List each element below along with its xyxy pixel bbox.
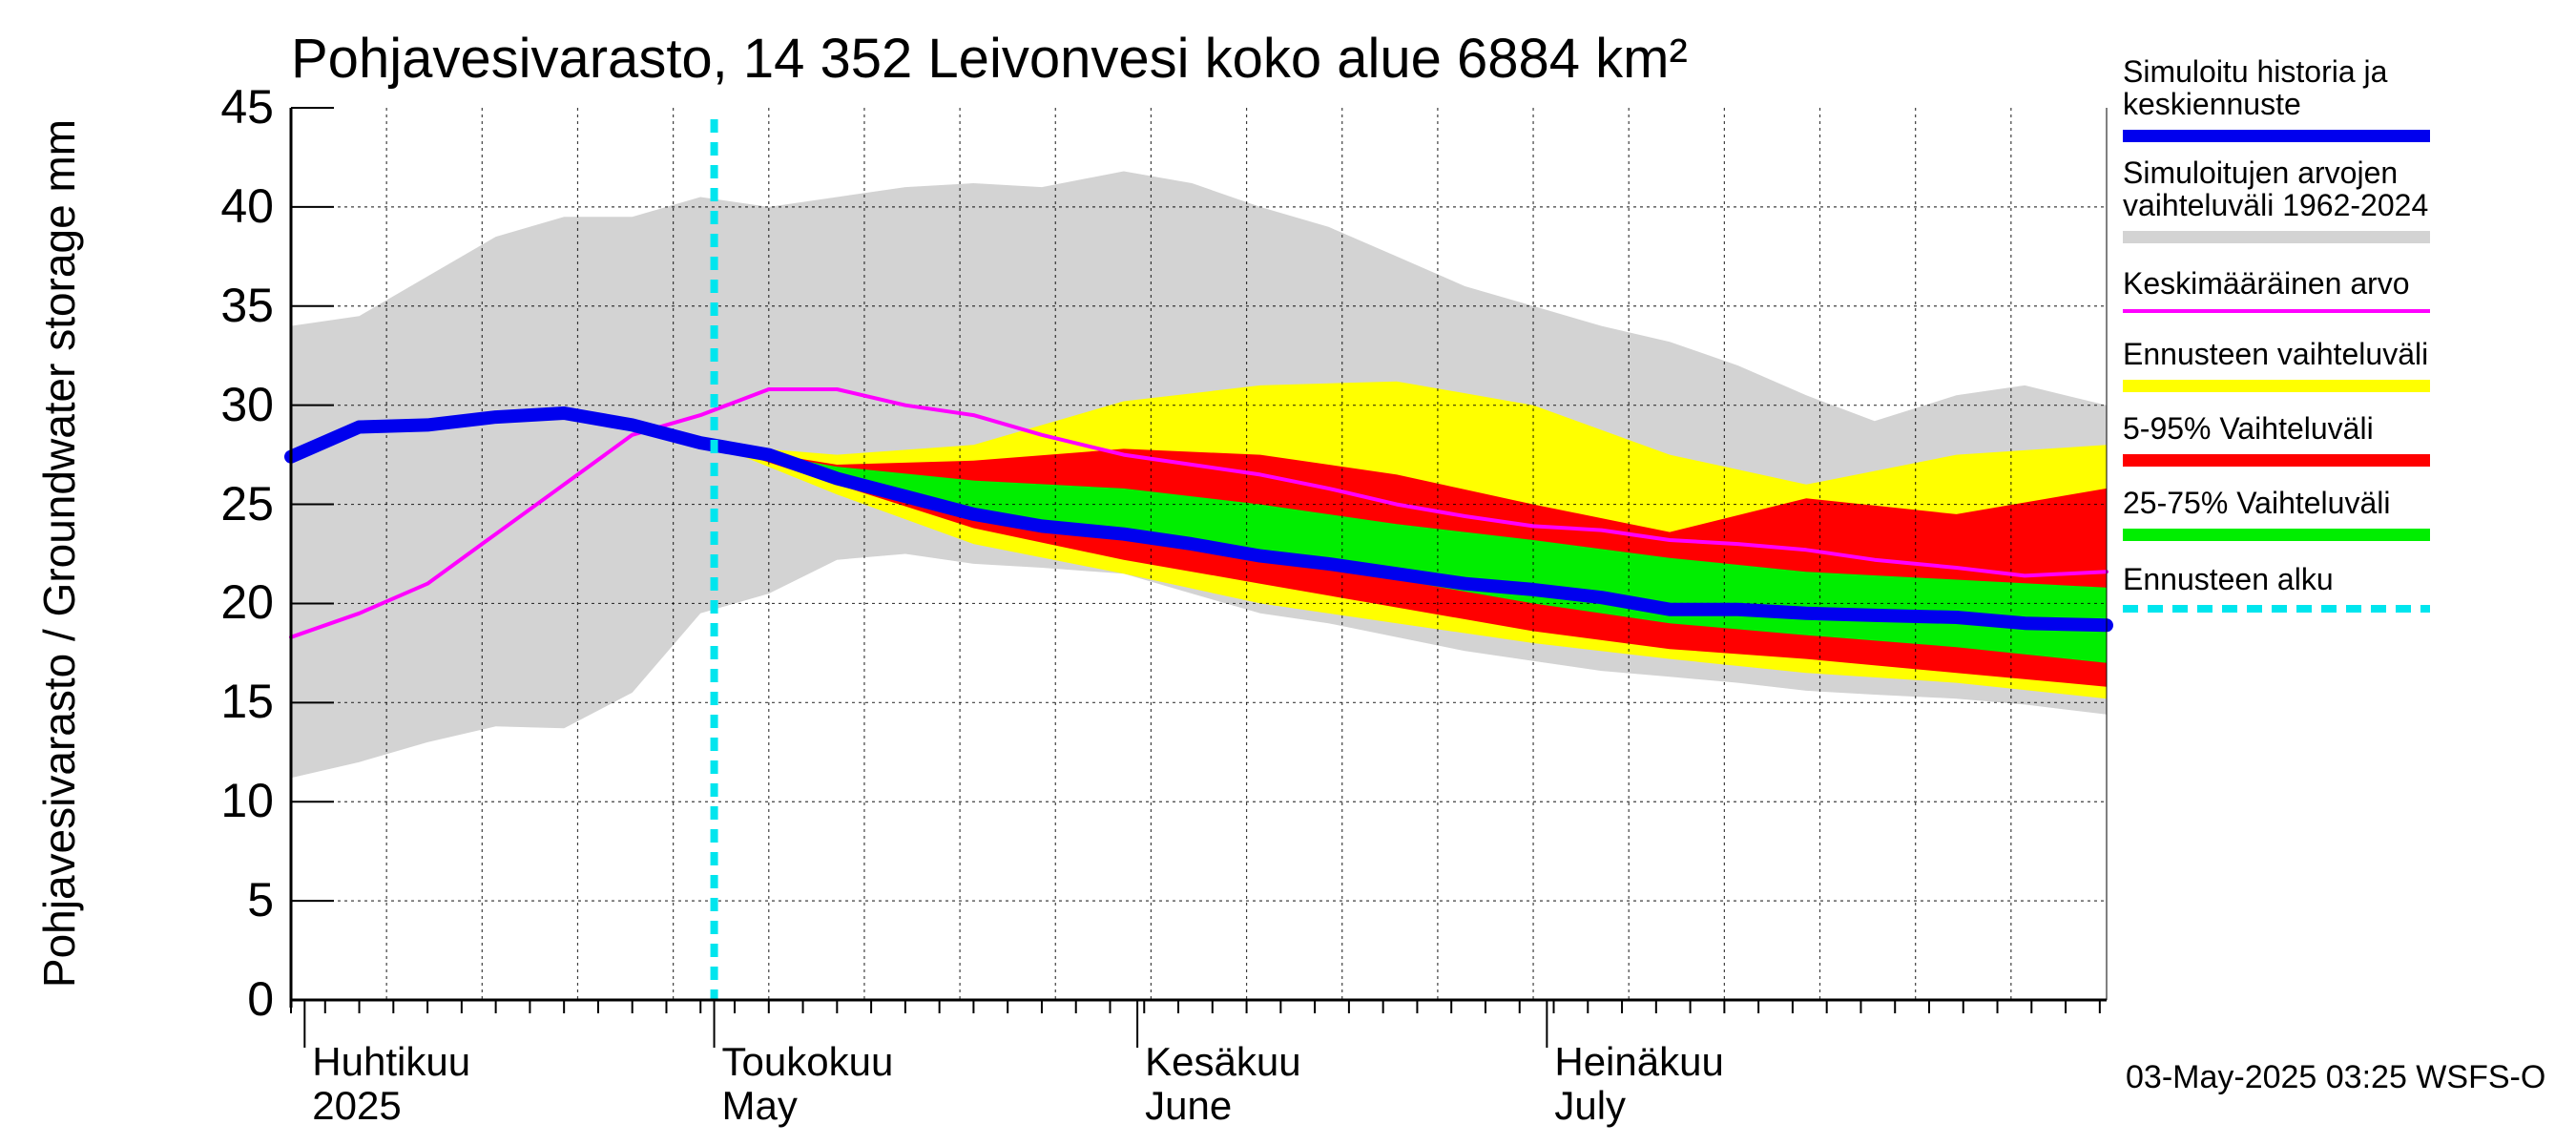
range-bands bbox=[291, 171, 2107, 779]
y-tick-label: 30 bbox=[220, 377, 274, 431]
legend-swatch bbox=[2123, 454, 2430, 467]
y-tick-label: 35 bbox=[220, 278, 274, 332]
chart-title: Pohjavesivarasto, 14 352 Leivonvesi koko… bbox=[291, 28, 1688, 90]
legend-swatch bbox=[2123, 529, 2430, 541]
month-label-fi: Heinäkuu bbox=[1554, 1039, 1724, 1084]
y-tick-label: 45 bbox=[220, 80, 274, 134]
grid-lines bbox=[291, 108, 2107, 1000]
y-tick-label: 25 bbox=[220, 476, 274, 531]
legend-label: Simuloitu historia ja keskiennuste bbox=[2123, 54, 2388, 121]
series-lines bbox=[284, 119, 2113, 1000]
legend-swatch bbox=[2123, 380, 2430, 392]
month-label-fi: Huhtikuu bbox=[312, 1039, 471, 1084]
legend-label: Ennusteen vaihteluväli bbox=[2123, 337, 2429, 371]
legend-label: Ennusteen alku bbox=[2123, 562, 2334, 596]
x-month-label: Heinäkuu July bbox=[1554, 1040, 1723, 1128]
legend-swatch bbox=[2123, 309, 2430, 313]
axes bbox=[289, 107, 2108, 1048]
month-label-en: 2025 bbox=[312, 1083, 402, 1128]
month-label-en: May bbox=[721, 1083, 798, 1128]
y-axis-label: Pohjavesivarasto / Groundwater storage m… bbox=[34, 118, 84, 989]
legend-swatch bbox=[2123, 130, 2430, 142]
month-label-en: July bbox=[1554, 1083, 1627, 1128]
mean-line bbox=[289, 387, 2109, 639]
y-tick-label: 0 bbox=[247, 972, 274, 1026]
legend-swatch bbox=[2123, 605, 2430, 613]
legend-label: Keskimääräinen arvo bbox=[2123, 266, 2410, 301]
x-month-label: Huhtikuu 2025 bbox=[312, 1040, 470, 1128]
month-label-fi: Toukokuu bbox=[721, 1039, 894, 1084]
y-tick-label: 20 bbox=[220, 575, 274, 630]
y-tick-label: 5 bbox=[247, 873, 274, 927]
timestamp: 03-May-2025 03:25 WSFS-O bbox=[2126, 1059, 2546, 1095]
month-label-fi: Kesäkuu bbox=[1145, 1039, 1301, 1084]
legend-label: 25-75% Vaihteluväli bbox=[2123, 486, 2391, 520]
legend-label: 5-95% Vaihteluväli bbox=[2123, 411, 2374, 446]
y-tick-label: 10 bbox=[220, 774, 274, 828]
simulated-line bbox=[284, 406, 2113, 633]
legend-label: Simuloitujen arvojen vaihteluväli 1962-2… bbox=[2123, 156, 2429, 222]
x-month-label: Kesäkuu June bbox=[1145, 1040, 1300, 1128]
x-month-label: Toukokuu May bbox=[722, 1040, 894, 1128]
y-tick-label: 40 bbox=[220, 178, 274, 233]
month-label-en: June bbox=[1145, 1083, 1233, 1128]
y-tick-label: 15 bbox=[220, 675, 274, 729]
legend-swatch bbox=[2123, 231, 2430, 243]
